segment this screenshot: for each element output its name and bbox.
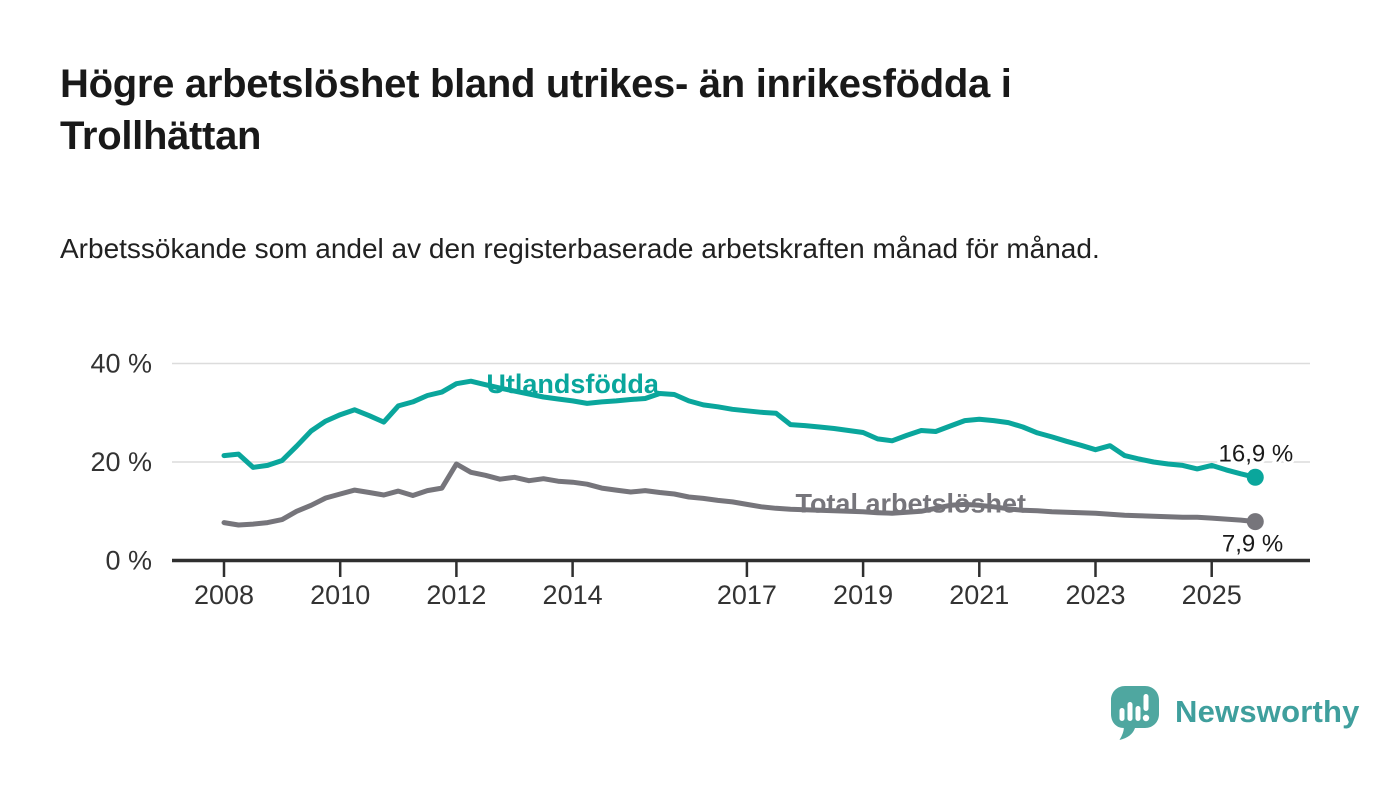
end-dot-utlandsf-dda bbox=[1246, 468, 1264, 486]
brand-footer: Newsworthy bbox=[1108, 682, 1360, 742]
y-tick-label-0: 0 % bbox=[105, 546, 152, 576]
x-tick-label-2010: 2010 bbox=[310, 580, 370, 610]
series-label-total-arbetsl-shet: Total arbetslöshet bbox=[795, 489, 1026, 519]
x-tick-label-2008: 2008 bbox=[194, 580, 254, 610]
end-value-label-utlandsf-dda: 16,9 % bbox=[1219, 440, 1294, 467]
line-utlandsf-dda bbox=[221, 378, 1258, 480]
exclamation-bar-icon bbox=[1143, 694, 1149, 711]
brand-wordmark: Newsworthy bbox=[1175, 694, 1360, 729]
bar-small-icon bbox=[1119, 708, 1125, 721]
y-tick-label-20: 20 % bbox=[90, 447, 152, 477]
end-value-label-total-arbetsl-shet: 7,9 % bbox=[1222, 531, 1283, 558]
line-total-arbetsl-shet bbox=[221, 461, 1258, 528]
x-tick-label-2012: 2012 bbox=[426, 580, 486, 610]
page-title: Högre arbetslöshet bland utrikes- än inr… bbox=[60, 62, 1012, 158]
series-label-utlandsf-dda: Utlandsfödda bbox=[486, 369, 659, 399]
x-tick-label-2019: 2019 bbox=[833, 580, 893, 610]
end-dot-total-arbetsl-shet bbox=[1246, 513, 1264, 531]
exclamation-dot-icon bbox=[1142, 714, 1150, 722]
x-tick-label-2017: 2017 bbox=[717, 580, 777, 610]
x-tick-label-2014: 2014 bbox=[543, 580, 603, 610]
newsworthy-logo-icon bbox=[1111, 686, 1159, 740]
x-tick-label-2021: 2021 bbox=[949, 580, 1009, 610]
x-tick-label-2023: 2023 bbox=[1065, 580, 1125, 610]
x-tick-label-2025: 2025 bbox=[1182, 580, 1242, 610]
speech-bubble-shape bbox=[1111, 686, 1159, 740]
bar-tall-icon bbox=[1127, 702, 1133, 721]
bar-medium-icon bbox=[1135, 706, 1141, 721]
page-subtitle: Arbetssökande som andel av den registerb… bbox=[60, 233, 1100, 264]
y-tick-label-40: 40 % bbox=[90, 349, 152, 379]
